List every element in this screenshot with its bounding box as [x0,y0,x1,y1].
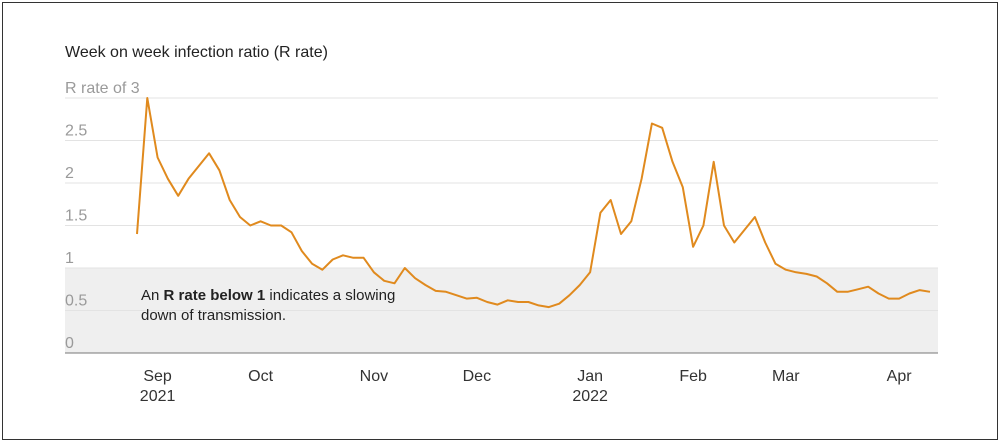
y-tick-label: 0 [65,335,74,352]
y-tick-label: 1 [65,250,74,267]
y-tick-label: 0.5 [65,293,87,310]
x-tick-sublabel: 2022 [572,388,608,405]
annotation: An R rate below 1 indicates a slowing [141,287,395,304]
x-tick-label: Feb [679,368,707,385]
annotation: down of transmission. [141,307,286,324]
x-tick-sublabel: 2021 [140,388,176,405]
y-tick-label: 2 [65,165,74,182]
chart-title: Week on week infection ratio (R rate) [65,44,328,61]
x-tick-label: Nov [360,368,388,385]
y-tick-label: 1.5 [65,208,87,225]
annotation-segment: R rate below 1 [164,287,266,304]
annotation-segment: indicates a slowing [265,287,395,304]
x-tick-label: Oct [248,368,273,385]
x-tick-label: Dec [463,368,491,385]
line-series [136,97,931,309]
annotation-segment: An [141,287,164,304]
x-tick-label: Sep [143,368,172,385]
y-tick-label: 2.5 [65,123,87,140]
x-tick-label: Apr [887,368,913,385]
y-tick-label: R rate of 3 [65,80,140,97]
x-tick-label: Mar [772,368,800,385]
x-tick-label: Jan [577,368,603,385]
